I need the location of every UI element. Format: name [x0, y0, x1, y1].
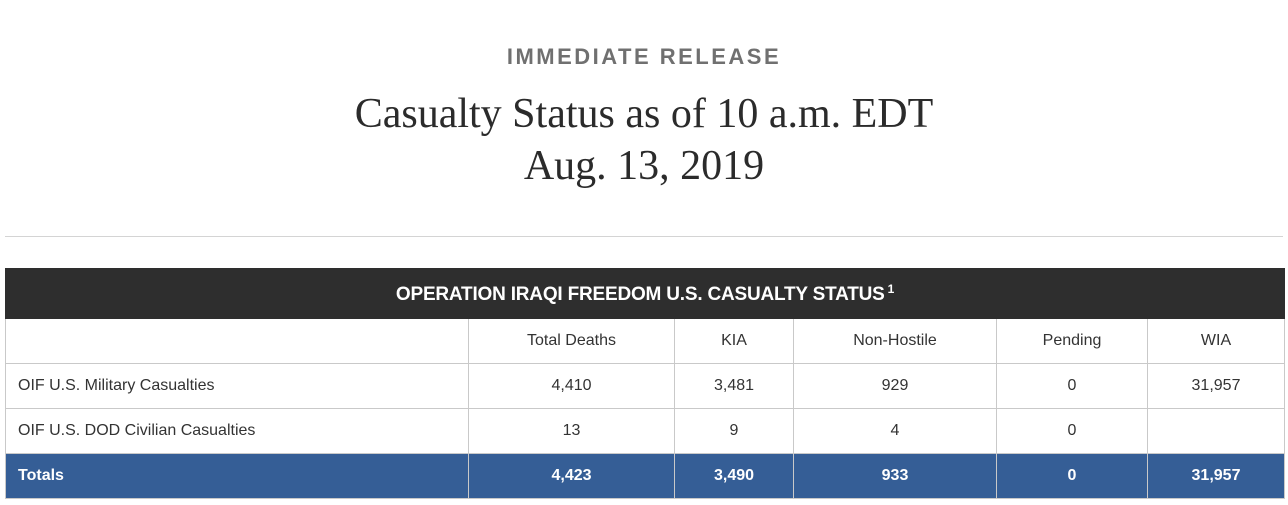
column-header-total-deaths: Total Deaths — [468, 318, 675, 364]
title-line-2: Aug. 13, 2019 — [523, 143, 765, 189]
cell-non-hostile: 929 — [793, 363, 997, 409]
column-header-pending: Pending — [996, 318, 1148, 364]
totals-wia: 31,957 — [1146, 453, 1286, 499]
cell-kia: 9 — [674, 408, 794, 454]
table-caption-row: OPERATION IRAQI FREEDOM U.S. CASUALTY ST… — [4, 268, 1286, 319]
cell-total-deaths: 13 — [468, 408, 675, 454]
header-divider — [5, 236, 1283, 237]
totals-pending: 0 — [996, 453, 1148, 499]
row-label: OIF U.S. DOD Civilian Casualties — [5, 408, 469, 454]
column-header-wia: WIA — [1146, 318, 1286, 364]
table-row: OIF U.S. DOD Civilian Casualties 13 9 4 … — [5, 408, 1286, 454]
row-label: OIF U.S. Military Casualties — [5, 363, 469, 409]
cell-total-deaths: 4,410 — [468, 363, 675, 409]
casualty-table: OPERATION IRAQI FREEDOM U.S. CASUALTY ST… — [4, 268, 1286, 499]
cell-pending: 0 — [996, 408, 1148, 454]
page-title: Casualty Status as of 10 a.m. EDT Aug. 1… — [0, 88, 1288, 192]
totals-non-hostile: 933 — [793, 453, 997, 499]
table-row: OIF U.S. Military Casualties 4,410 3,481… — [5, 363, 1286, 409]
cell-kia: 3,481 — [674, 363, 794, 409]
totals-label: Totals — [5, 453, 469, 499]
column-header-non-hostile: Non-Hostile — [793, 318, 997, 364]
release-kicker: IMMEDIATE RELEASE — [506, 44, 782, 69]
totals-row: Totals 4,423 3,490 933 0 31,957 — [5, 453, 1286, 499]
table-caption-text: OPERATION IRAQI FREEDOM U.S. CASUALTY ST… — [395, 283, 885, 305]
column-header-kia: KIA — [674, 318, 794, 364]
cell-wia — [1146, 408, 1286, 454]
totals-total-deaths: 4,423 — [468, 453, 675, 499]
table-header-row: Total Deaths KIA Non-Hostile Pending WIA — [5, 318, 1286, 364]
column-header-label — [5, 318, 469, 364]
cell-wia: 31,957 — [1146, 363, 1286, 409]
totals-kia: 3,490 — [674, 453, 794, 499]
cell-non-hostile: 4 — [793, 408, 997, 454]
cell-pending: 0 — [996, 363, 1148, 409]
title-line-1: Casualty Status as of 10 a.m. EDT — [354, 91, 934, 137]
table-caption: OPERATION IRAQI FREEDOM U.S. CASUALTY ST… — [4, 268, 1286, 319]
footnote-marker: 1 — [887, 281, 895, 296]
